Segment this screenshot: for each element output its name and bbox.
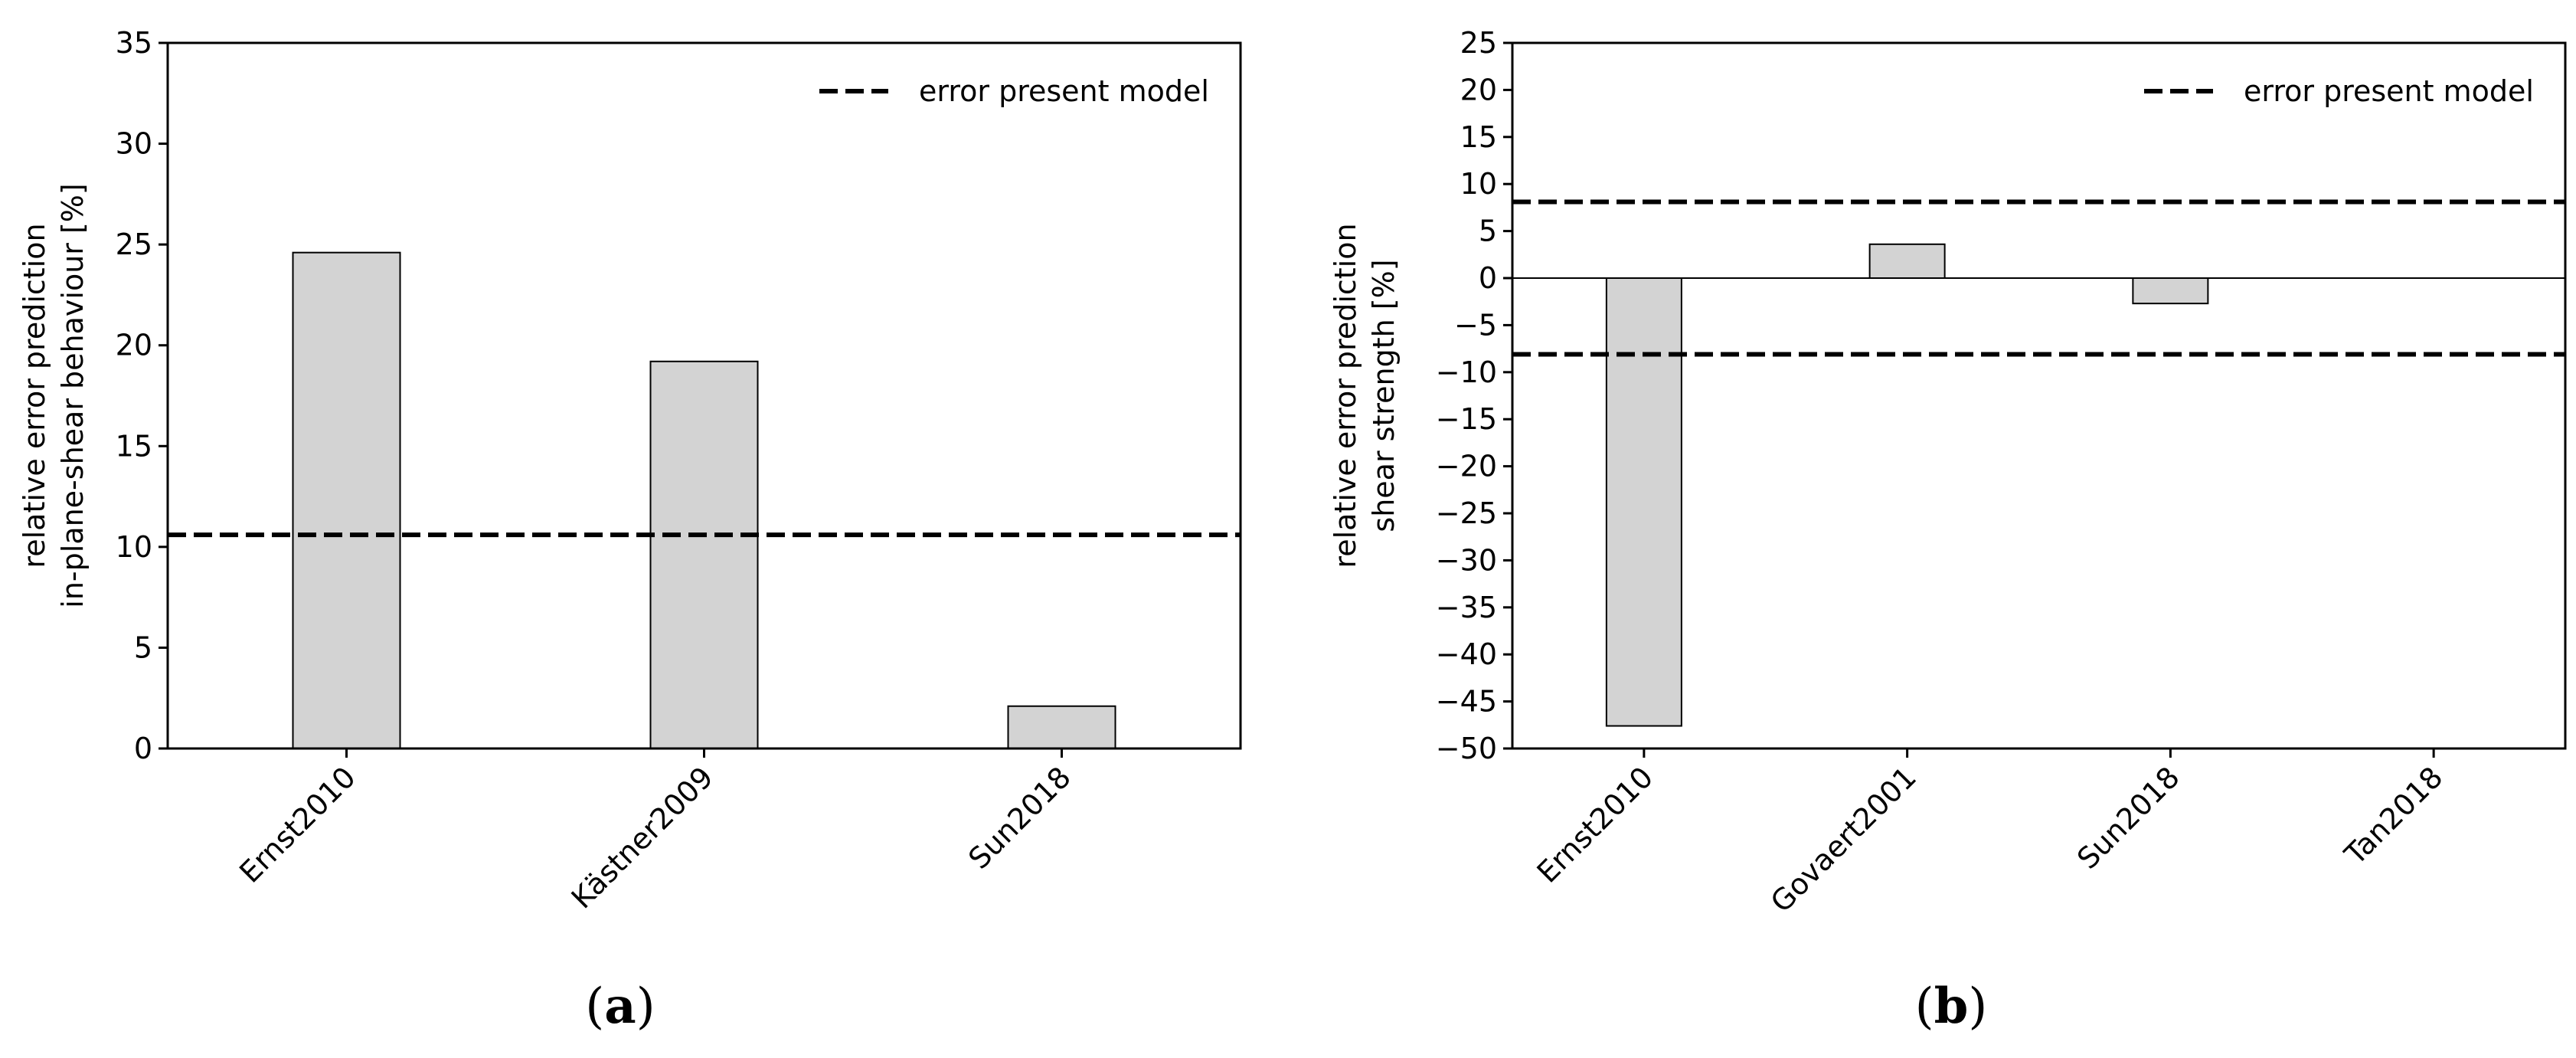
y-axis-label-line-1: relative error prediction xyxy=(1329,223,1362,568)
y-tick-label: 30 xyxy=(116,127,152,161)
bar-Kästner2009 xyxy=(649,360,759,749)
y-tick-label: −5 xyxy=(1454,308,1497,342)
legend-label: error present model xyxy=(919,74,1209,108)
y-tick-label: 25 xyxy=(116,228,152,261)
y-tick-label: −15 xyxy=(1436,402,1497,436)
x-tick-label: Ernst2010 xyxy=(1531,760,1660,889)
y-tick-label: 0 xyxy=(1479,261,1497,295)
y-tick-label: −40 xyxy=(1436,637,1497,671)
y-tick-label: −30 xyxy=(1436,543,1497,577)
x-tick-label: Sun2018 xyxy=(962,760,1077,876)
x-tick-label: Sun2018 xyxy=(2071,760,2186,876)
y-tick-label: 15 xyxy=(1460,120,1497,154)
y-tick-label: 20 xyxy=(1460,73,1497,106)
y-axis-label-line-1: relative error prediction xyxy=(18,223,51,568)
y-tick-label: −50 xyxy=(1436,732,1497,765)
y-axis-label-line-2: shear strength [%] xyxy=(1367,259,1401,532)
y-tick-label: −20 xyxy=(1436,450,1497,483)
y-tick-label: −35 xyxy=(1436,591,1497,624)
legend-label: error present model xyxy=(2244,74,2534,108)
y-tick-label: −45 xyxy=(1436,685,1497,719)
y-tick-label: 20 xyxy=(116,329,152,362)
x-tick-label: Kästner2009 xyxy=(565,760,720,915)
y-tick-label: 35 xyxy=(116,26,152,60)
y-tick-label: 5 xyxy=(1479,215,1497,248)
y-tick-label: 25 xyxy=(1460,26,1497,60)
panel-label: (a) xyxy=(585,978,655,1035)
bar-Ernst2010 xyxy=(1605,277,1682,727)
y-tick-label: 10 xyxy=(116,530,152,564)
axes-frame xyxy=(1511,41,2567,750)
bar-Ernst2010 xyxy=(292,251,401,749)
bar-Sun2018 xyxy=(1007,705,1116,749)
x-tick-label: Tan2018 xyxy=(2338,760,2450,872)
panel-a: 0 5 10 15 20 25 30 35 Ernst2010 Kästner2009 Sun201… xyxy=(18,26,1242,1035)
y-tick-label: 5 xyxy=(134,631,152,664)
bar-Sun2018 xyxy=(2132,277,2209,305)
y-tick-label: 15 xyxy=(116,429,152,463)
y-tick-label: −25 xyxy=(1436,496,1497,530)
y-tick-label: 0 xyxy=(134,732,152,765)
x-tick-label: Ernst2010 xyxy=(233,760,362,889)
y-tick-label: −10 xyxy=(1436,355,1497,389)
panel-label: (b) xyxy=(1915,978,1988,1035)
bar-Govaert2001 xyxy=(1868,243,1946,279)
y-tick-label: 10 xyxy=(1460,167,1497,201)
x-tick-label: Govaert2001 xyxy=(1764,760,1923,919)
panel-b: −50−45−40−35−30−25−20−15−10−50510152025E… xyxy=(1329,26,2567,1035)
y-axis-label-line-2: in-plane-shear behaviour [%] xyxy=(56,183,90,608)
